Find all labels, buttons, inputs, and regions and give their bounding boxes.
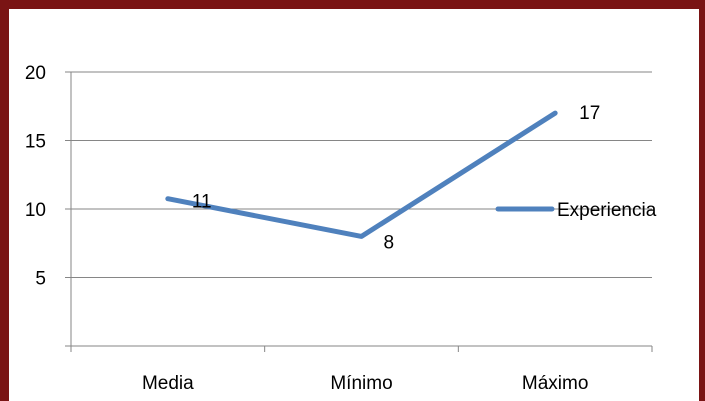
y-tick-label: 5	[35, 269, 46, 290]
y-tick-label: 15	[25, 132, 46, 153]
legend-label: Experiencia	[557, 200, 657, 221]
series-line-experiencia	[165, 110, 558, 239]
legend: Experiencia	[495, 200, 657, 221]
x-axis-tick-labels: Media Mínimo Máximo	[142, 373, 588, 394]
data-label: 8	[384, 232, 395, 253]
data-label: 17	[579, 103, 600, 124]
grid-lines	[65, 71, 652, 278]
data-labels: 11 8 17	[192, 103, 600, 253]
y-tick-label: 10	[25, 200, 46, 221]
y-axis-tick-labels: 5 10 15 20	[25, 63, 46, 290]
x-tick-label: Máximo	[522, 373, 589, 394]
axes	[65, 72, 653, 352]
y-tick-label: 20	[25, 63, 46, 84]
series-lines	[165, 110, 558, 239]
x-tick-label: Media	[142, 373, 194, 394]
data-label: 11	[192, 192, 212, 213]
x-tick-label: Mínimo	[330, 373, 392, 394]
